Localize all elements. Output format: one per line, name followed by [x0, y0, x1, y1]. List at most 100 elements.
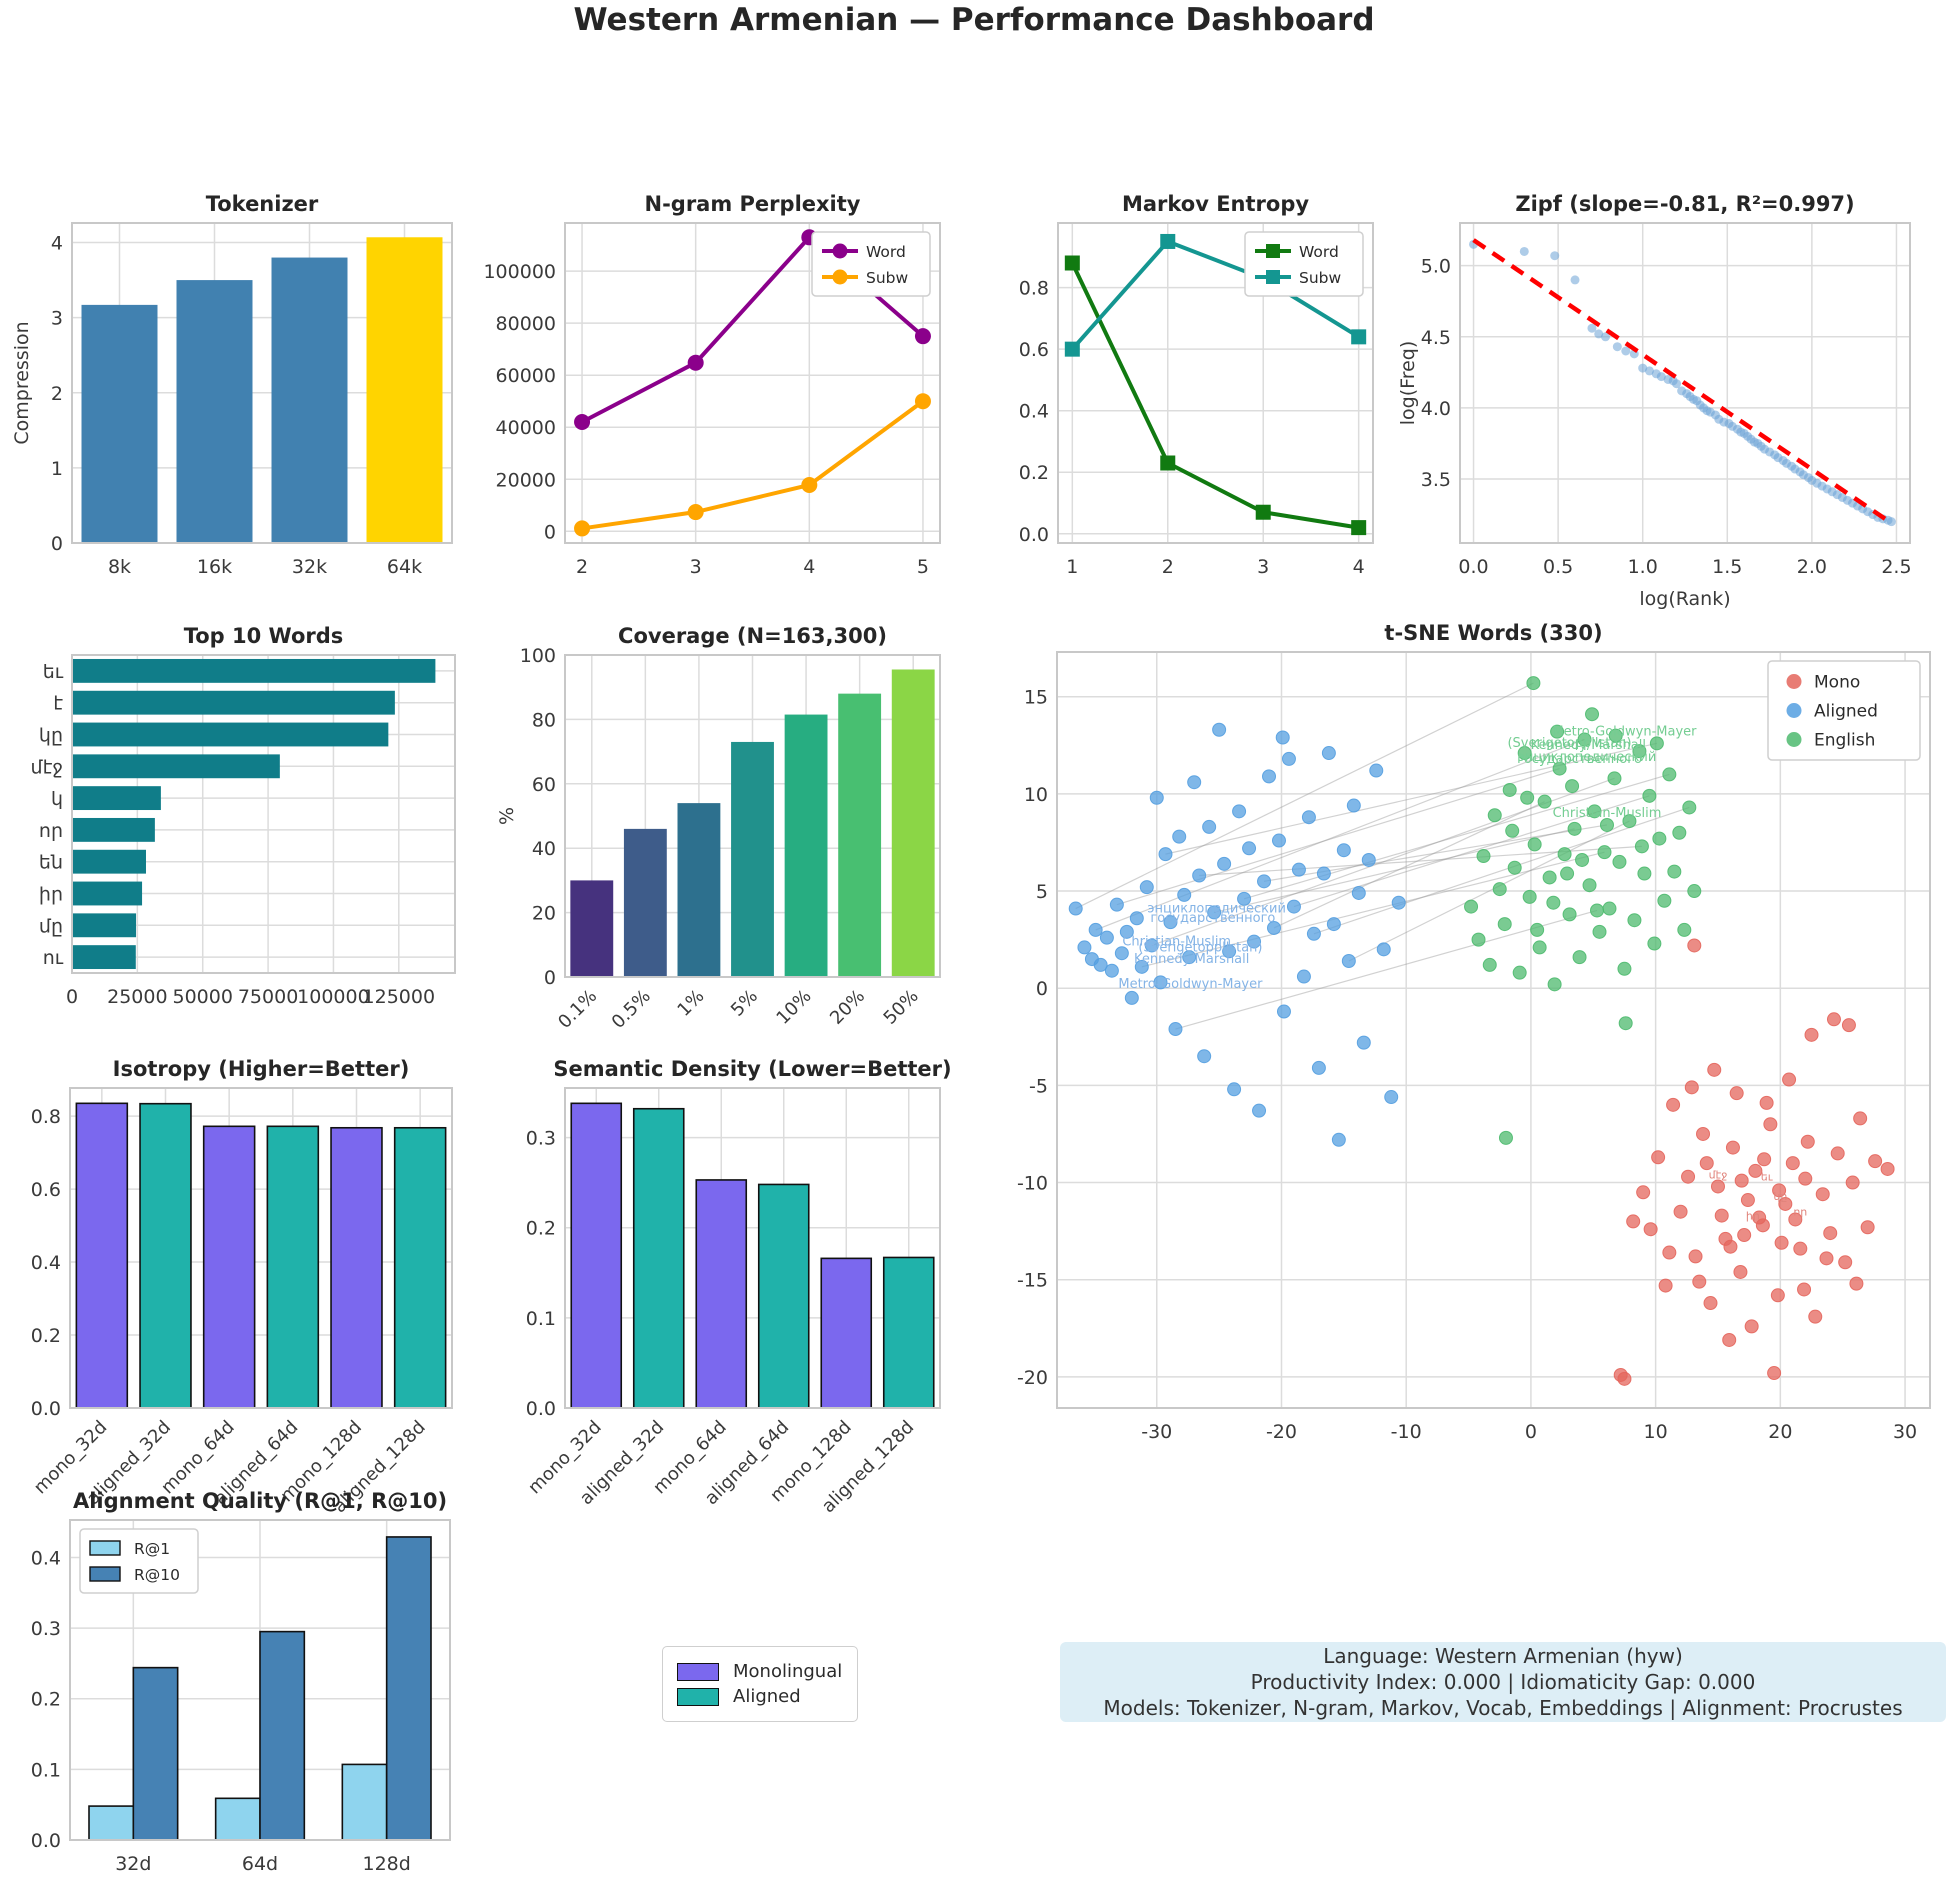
svg-text:4: 4 — [803, 556, 815, 578]
svg-text:30: 30 — [1893, 1421, 1917, 1443]
svg-text:100000: 100000 — [483, 261, 556, 283]
svg-text:Metro-Goldwyn-Mayer: Metro-Goldwyn-Mayer — [1552, 725, 1697, 740]
svg-text:25000: 25000 — [107, 986, 167, 1008]
svg-text:2: 2 — [51, 383, 63, 405]
svg-text:0.2: 0.2 — [1019, 462, 1049, 484]
alignment-svg: 0.0 0.1 0.2 0.3 0.4 32d 64d 128d Alignment Quali… — [31, 1489, 451, 1875]
svg-text:ու: ու — [43, 947, 64, 969]
svg-text:60: 60 — [532, 774, 556, 796]
svg-text:Kennedy/Marshall: Kennedy/Marshall — [1134, 952, 1249, 967]
svg-text:0.6: 0.6 — [31, 1179, 61, 1201]
svg-text:10: 10 — [1644, 1421, 1668, 1443]
svg-text:(Sverigetoppllstan): (Sverigetoppllstan) — [1138, 940, 1262, 955]
svg-text:log(Freq): log(Freq) — [1397, 341, 1419, 425]
svg-text:Coverage (N=163,300): Coverage (N=163,300) — [618, 624, 887, 648]
svg-text:2.5: 2.5 — [1881, 556, 1911, 578]
top10-svg: եւ է կը մէջ կ որ են իր մը ու0 25000 50000 7500010000… — [31, 624, 456, 1008]
svg-text:եւ: եւ — [1761, 1171, 1773, 1184]
svg-text:Subw: Subw — [866, 269, 909, 287]
svg-text:կը: կը — [39, 725, 63, 747]
legend-item-aligned: Aligned — [677, 1686, 843, 1707]
svg-text:0.0: 0.0 — [31, 1398, 61, 1420]
svg-text:իր: իր — [1746, 1209, 1760, 1222]
svg-text:125000: 125000 — [363, 986, 436, 1008]
svg-text:2: 2 — [576, 556, 588, 578]
svg-text:2: 2 — [1162, 556, 1174, 578]
svg-text:%: % — [496, 807, 518, 825]
svg-text:0.0: 0.0 — [31, 1830, 61, 1852]
svg-text:0.3: 0.3 — [31, 1618, 61, 1640]
svg-text:3: 3 — [1257, 556, 1269, 578]
svg-text:3: 3 — [690, 556, 702, 578]
monolingual-label: Monolingual — [733, 1661, 843, 1682]
svg-text:5: 5 — [917, 556, 929, 578]
svg-text:20: 20 — [532, 903, 556, 925]
svg-text:-20: -20 — [1266, 1421, 1297, 1443]
svg-text:0: 0 — [51, 533, 63, 555]
svg-text:կ: կ — [51, 788, 63, 810]
svg-text:են: են — [39, 852, 63, 874]
svg-text:Tokenizer: Tokenizer — [206, 192, 319, 216]
svg-text:10%: 10% — [772, 986, 815, 1029]
tokenizer-svg: 0 1 2 3 4 8k 16k 32k 64k Tokenizer Compression — [11, 192, 453, 578]
svg-text:80: 80 — [532, 709, 556, 731]
chart-tsne-words: энциклопедический государственного Christi… — [960, 615, 1948, 1470]
svg-text:0.0: 0.0 — [526, 1398, 556, 1420]
svg-text:государственного: государственного — [1517, 752, 1642, 767]
svg-text:0.1: 0.1 — [526, 1308, 556, 1330]
zipf-svg: 3.5 4.0 4.5 5.0 0.0 0.5 1.0 1.5 2.0 2.5 Zipf (slop… — [1397, 192, 1912, 610]
svg-text:64k: 64k — [387, 556, 422, 578]
svg-text:10: 10 — [1024, 784, 1048, 806]
svg-text:100: 100 — [520, 645, 556, 667]
info-line-language: Language: Western Armenian (hyw) — [1323, 1644, 1683, 1668]
svg-text:(Sverigetoppllstan): (Sverigetoppllstan) — [1507, 736, 1631, 751]
svg-text:R@10: R@10 — [134, 1566, 180, 1584]
svg-text:1.0: 1.0 — [1628, 556, 1658, 578]
svg-text:32d: 32d — [115, 1853, 151, 1875]
svg-text:0: 0 — [1036, 978, 1048, 1000]
svg-text:Christian-Muslim: Christian-Muslim — [1122, 934, 1231, 949]
coverage-svg: 0 20 40 60 80 100 0.1% 0.5% 1% 5% 10% 20% 50% Coverag… — [496, 624, 941, 1033]
svg-text:0.6: 0.6 — [1019, 339, 1049, 361]
svg-text:4: 4 — [51, 233, 63, 255]
svg-text:32k: 32k — [292, 556, 327, 578]
svg-text:0.1: 0.1 — [31, 1759, 61, 1781]
embedding-legend: Monolingual Aligned — [662, 1646, 858, 1722]
svg-text:энциклопедический: энциклопедический — [1147, 901, 1286, 916]
svg-text:0.3: 0.3 — [526, 1128, 556, 1150]
svg-text:Christian-Muslim: Christian-Muslim — [1553, 806, 1662, 821]
chart-zipf: 3.5 4.0 4.5 5.0 0.0 0.5 1.0 1.5 2.0 2.5 Zipf (slop… — [1390, 190, 1942, 635]
svg-text:0.2: 0.2 — [526, 1218, 556, 1240]
svg-text:որ: որ — [39, 820, 63, 842]
svg-text:0.2: 0.2 — [31, 1689, 61, 1711]
svg-text:0.4: 0.4 — [1019, 401, 1049, 423]
svg-text:իր: իր — [39, 884, 63, 906]
svg-text:4: 4 — [1353, 556, 1365, 578]
chart-tokenizer: 0 1 2 3 4 8k 16k 32k 64k Tokenizer Compression — [10, 190, 460, 600]
svg-text:16k: 16k — [197, 556, 232, 578]
svg-text:20000: 20000 — [496, 469, 556, 491]
svg-text:40: 40 — [532, 838, 556, 860]
chart-isotropy: 0.0 0.2 0.4 0.6 0.8 mono_32d aligned_32d mono_6… — [0, 1055, 462, 1515]
svg-text:Alignment Quality (R@1, R@10): Alignment Quality (R@1, R@10) — [73, 1489, 447, 1513]
svg-text:5%: 5% — [727, 986, 762, 1021]
svg-text:Mono: Mono — [1814, 673, 1860, 693]
svg-text:-10: -10 — [1391, 1421, 1422, 1443]
svg-text:60000: 60000 — [496, 365, 556, 387]
svg-text:English: English — [1814, 731, 1875, 751]
svg-text:1: 1 — [1066, 556, 1078, 578]
chart-coverage: 0 20 40 60 80 100 0.1% 0.5% 1% 5% 10% 20% 50% Coverag… — [455, 620, 950, 1100]
svg-text:0: 0 — [66, 986, 78, 1008]
svg-text:0.0: 0.0 — [1458, 556, 1488, 578]
svg-text:5: 5 — [1036, 881, 1048, 903]
info-line-models: Models: Tokenizer, N-gram, Markov, Vocab… — [1103, 1696, 1903, 1720]
svg-text:128d: 128d — [363, 1853, 411, 1875]
svg-text:20%: 20% — [826, 986, 869, 1029]
svg-text:R@1: R@1 — [134, 1540, 170, 1558]
svg-text:Markov Entropy: Markov Entropy — [1122, 192, 1309, 216]
svg-text:0.4: 0.4 — [31, 1252, 61, 1274]
svg-text:0.4: 0.4 — [31, 1547, 61, 1569]
svg-text:է: է — [53, 693, 63, 715]
svg-text:մը: մը — [39, 915, 63, 937]
svg-text:Word: Word — [866, 243, 906, 261]
